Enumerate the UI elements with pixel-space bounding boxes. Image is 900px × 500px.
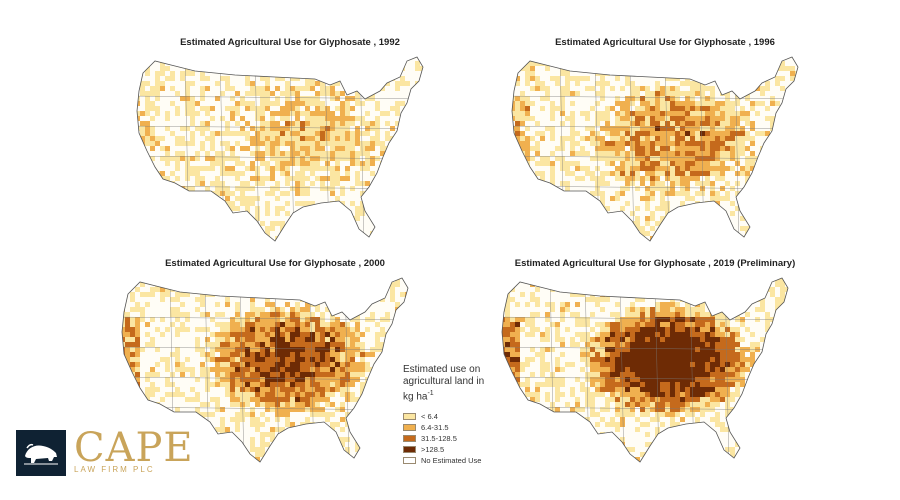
legend-title-line: agricultural land in <box>403 376 485 387</box>
us-map-1992 <box>136 56 424 242</box>
map-title: Estimated Agricultural Use for Glyphosat… <box>555 37 775 48</box>
legend-label: No Estimated Use <box>421 456 482 466</box>
legend-unit-exponent: -1 <box>427 390 434 397</box>
legend-swatch <box>403 424 416 432</box>
legend-unit: kg ha <box>403 391 428 403</box>
legend-label: 6.4-31.5 <box>421 423 449 433</box>
legend-title-line: kg ha-1 <box>403 388 513 403</box>
us-map-2019 <box>501 277 789 463</box>
logo-subtitle: LAW FIRM PLC <box>74 465 155 474</box>
map-title: Estimated Agricultural Use for Glyphosat… <box>514 258 796 269</box>
legend-item: 31.5-128.5 <box>403 433 513 444</box>
legend-item: 6.4-31.5 <box>403 422 513 433</box>
bison-icon <box>24 443 58 465</box>
legend-title: Estimated use on agricultural land in kg… <box>403 364 513 403</box>
us-border <box>121 277 409 463</box>
us-border <box>136 56 424 242</box>
map-title: Estimated Agricultural Use for Glyphosat… <box>165 258 385 269</box>
legend-label: < 6.4 <box>421 412 438 422</box>
legend-item: >128.5 <box>403 444 513 455</box>
legend-swatch <box>403 457 416 465</box>
legend-item: No Estimated Use <box>403 455 513 466</box>
legend-swatch <box>403 413 416 421</box>
us-map-1996 <box>511 56 799 242</box>
map-legend: Estimated use on agricultural land in kg… <box>403 364 513 466</box>
logo-name: CAPE <box>74 425 194 471</box>
map-panel-2000: Estimated Agricultural Use for Glyphosat… <box>110 258 440 468</box>
legend-swatch <box>403 446 416 454</box>
map-title: Estimated Agricultural Use for Glyphosat… <box>180 37 400 48</box>
map-panel-2019: Estimated Agricultural Use for Glyphosat… <box>490 258 820 468</box>
map-panel-1996: Estimated Agricultural Use for Glyphosat… <box>500 37 830 247</box>
state-borders <box>502 278 788 462</box>
cape-law-firm-logo: CAPE LAW FIRM PLC <box>16 425 194 476</box>
logo-mark <box>16 430 66 476</box>
legend-item: < 6.4 <box>403 411 513 422</box>
us-map-2000 <box>121 277 409 463</box>
legend-label: 31.5-128.5 <box>421 434 457 444</box>
map-panel-1992: Estimated Agricultural Use for Glyphosat… <box>125 37 455 247</box>
legend-title-line: Estimated use on <box>403 364 481 375</box>
legend-swatch <box>403 435 416 443</box>
us-border <box>501 277 789 463</box>
legend-label: >128.5 <box>421 445 445 455</box>
us-border <box>511 56 799 242</box>
